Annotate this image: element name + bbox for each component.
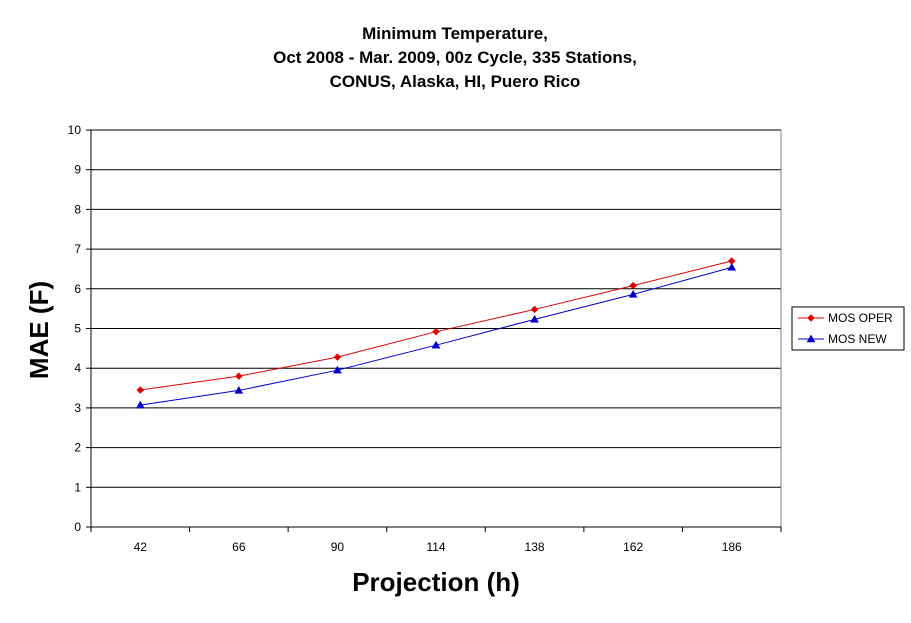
legend-label-mos-new: MOS NEW (828, 332, 887, 346)
y-tick-label-2: 2 (74, 441, 81, 455)
data-point-mos-oper-42 (136, 386, 145, 394)
y-tick-label-0: 0 (74, 520, 81, 534)
y-tick-label-5: 5 (74, 322, 81, 336)
x-axis-title: Projection (h) (352, 567, 520, 597)
legend-marker-mos-oper (807, 314, 815, 322)
x-tick-label-90: 90 (331, 540, 345, 554)
data-point-mos-new-138 (530, 314, 540, 323)
data-point-mos-new-162 (628, 289, 638, 298)
axes (86, 129, 782, 532)
chart-title-line-2: Oct 2008 - Mar. 2009, 00z Cycle, 335 Sta… (273, 48, 637, 67)
data-point-mos-new-186 (727, 262, 737, 271)
data-point-mos-new-66 (234, 385, 244, 394)
chart-title: Minimum Temperature, Oct 2008 - Mar. 200… (273, 24, 637, 91)
legend-item-mos-oper: MOS OPER (798, 311, 893, 325)
x-tick-labels: 42 66 90 114 138 162 186 (134, 540, 742, 554)
data-point-mos-oper-66 (235, 372, 243, 380)
data-point-mos-new-90 (332, 365, 342, 374)
series-mos-oper (136, 257, 736, 394)
y-axis-title: MAE (F) (24, 281, 54, 379)
y-tick-label-4: 4 (74, 361, 81, 375)
legend-label-mos-oper: MOS OPER (828, 311, 893, 325)
data-point-mos-oper-114 (432, 327, 440, 336)
data-point-mos-oper-90 (333, 353, 342, 361)
x-tick-label-162: 162 (623, 540, 643, 554)
legend: MOS OPER MOS NEW (791, 306, 905, 351)
chart-title-line-1: Minimum Temperature, (362, 24, 548, 43)
x-tick-label-138: 138 (525, 540, 545, 554)
x-tick-label-186: 186 (722, 540, 742, 554)
chart-title-line-3: CONUS, Alaska, HI, Puero Rico (330, 72, 581, 91)
gridlines (91, 129, 781, 488)
x-tick-label-42: 42 (134, 540, 148, 554)
legend-marker-mos-new (806, 334, 816, 343)
y-tick-label-8: 8 (74, 202, 81, 216)
data-point-mos-new-114 (431, 340, 441, 349)
y-tick-label-9: 9 (74, 163, 81, 177)
x-tick-label-66: 66 (232, 540, 246, 554)
series-mos-new (135, 262, 737, 409)
series-group (135, 257, 737, 409)
y-tick-label-1: 1 (74, 480, 81, 494)
y-tick-label-10: 10 (68, 123, 82, 137)
x-tick-label-114: 114 (426, 540, 445, 554)
legend-box (791, 306, 905, 351)
y-tick-labels: 0 1 2 3 4 5 6 7 8 9 10 (68, 123, 82, 534)
data-point-mos-new-42 (135, 400, 145, 409)
y-tick-label-6: 6 (74, 282, 81, 296)
y-tick-label-7: 7 (74, 242, 81, 256)
y-tick-label-3: 3 (74, 401, 81, 415)
data-point-mos-oper-162 (629, 281, 637, 290)
legend-item-mos-new: MOS NEW (798, 332, 887, 346)
data-point-mos-oper-138 (530, 305, 539, 314)
